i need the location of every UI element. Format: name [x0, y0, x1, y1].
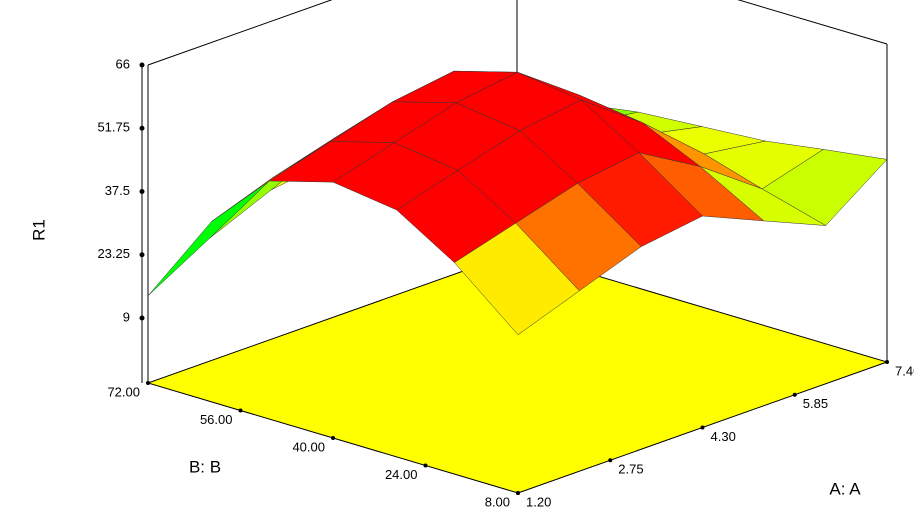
z-tick-label: 9: [123, 309, 130, 324]
b-tick-label: 40.00: [292, 439, 325, 454]
b-tick: [331, 436, 335, 440]
z-axis-label: R1: [29, 219, 48, 241]
b-tick-label: 56.00: [200, 412, 233, 427]
z-tick-label: 23.25: [97, 246, 130, 261]
b-tick: [146, 381, 150, 385]
a-tick-label: 1.20: [526, 494, 551, 509]
z-tick-label: 37.5: [105, 183, 130, 198]
a-tick: [885, 360, 889, 364]
a-tick: [700, 425, 705, 430]
a-tick-label: 5.85: [803, 396, 828, 411]
b-tick-label: 72.00: [107, 384, 140, 399]
a-tick-label: 4.30: [711, 429, 736, 444]
b-tick: [516, 491, 520, 495]
b-tick: [423, 463, 428, 468]
box-edge: [737, 0, 888, 45]
surface-patch: [454, 222, 580, 336]
surface-patch: [147, 177, 274, 296]
b-axis-label: B: B: [189, 457, 221, 476]
a-tick-label: 7.40: [895, 363, 914, 378]
a-axis-label: A: A: [829, 479, 861, 498]
a-tick: [792, 392, 797, 397]
a-tick-label: 2.75: [618, 462, 643, 477]
box-edge: [147, 0, 333, 66]
z-tick-label: 51.75: [97, 120, 130, 135]
a-tick: [608, 458, 613, 463]
b-tick-label: 8.00: [485, 494, 510, 509]
b-tick: [238, 408, 243, 413]
b-tick-label: 24.00: [385, 467, 418, 482]
z-tick-label: 66: [116, 56, 130, 71]
